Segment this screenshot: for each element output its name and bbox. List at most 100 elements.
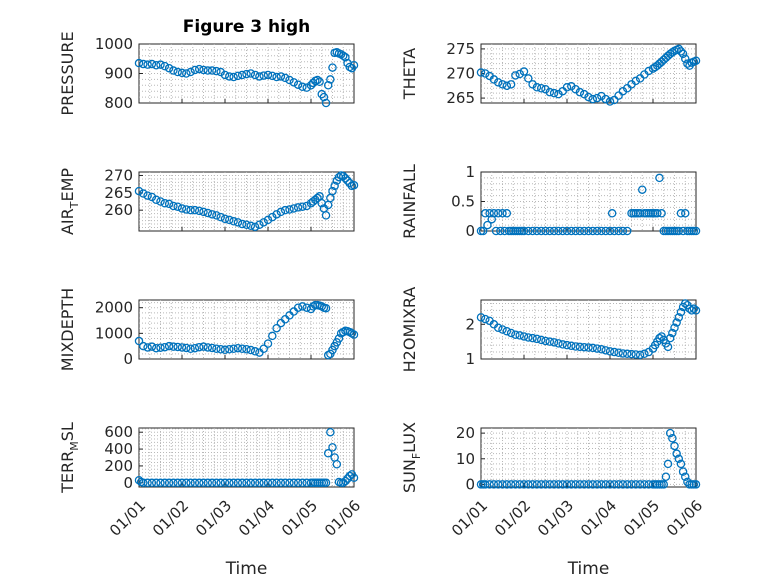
data-point — [169, 478, 178, 488]
axes-frame — [138, 427, 355, 488]
data-point — [515, 69, 524, 79]
data-point — [622, 226, 632, 236]
data-point — [519, 226, 529, 236]
data-point — [289, 204, 299, 213]
subplot-4: 0 0.5 1 RAINFALL — [400, 163, 701, 240]
data-point — [250, 347, 260, 356]
data-point — [558, 480, 567, 489]
data-point — [225, 345, 234, 354]
data-point — [489, 480, 499, 489]
data-point — [528, 226, 537, 236]
data-point — [627, 480, 636, 489]
data-point — [143, 191, 152, 200]
data-point — [315, 77, 324, 87]
data-point — [592, 93, 602, 103]
data-point — [605, 347, 615, 356]
data-point — [147, 192, 157, 202]
data-point — [588, 94, 598, 104]
data-point — [549, 480, 559, 489]
data-point — [498, 480, 507, 489]
data-point — [502, 81, 512, 91]
data-point — [478, 226, 488, 236]
data-point — [207, 210, 217, 219]
data-point — [203, 478, 213, 488]
y-tick-label: 2 — [465, 315, 475, 333]
data-point — [653, 209, 662, 218]
data-point — [519, 332, 529, 341]
data-point — [190, 205, 200, 215]
data-point — [545, 337, 555, 346]
data-point — [549, 338, 559, 347]
data-point — [584, 480, 593, 489]
data-point — [506, 480, 516, 489]
data-point — [225, 478, 234, 488]
data-point — [676, 307, 686, 317]
data-point — [618, 226, 628, 236]
data-point — [610, 95, 619, 105]
data-point — [338, 51, 348, 61]
data-point — [276, 72, 286, 81]
y-tick-label: 260 — [104, 201, 133, 219]
data-point — [502, 480, 512, 489]
subplot-2: 265 270 275 THETA — [400, 40, 701, 107]
data-point — [655, 333, 664, 343]
data-point — [665, 428, 675, 438]
data-point — [160, 61, 170, 71]
y-tick-label: 2000 — [95, 299, 133, 317]
data-point — [605, 226, 615, 236]
data-point — [263, 215, 273, 225]
data-point — [498, 209, 507, 218]
data-point — [549, 226, 559, 236]
data-point — [341, 173, 350, 183]
data-point — [571, 342, 580, 351]
data-point — [519, 480, 529, 489]
data-point — [216, 478, 225, 488]
data-point — [674, 44, 684, 54]
y-tick-label: 275 — [446, 40, 475, 58]
data-point — [280, 478, 290, 488]
data-point — [326, 427, 335, 437]
y-tick-label: 10 — [456, 450, 475, 468]
data-point — [345, 471, 354, 481]
data-point — [476, 313, 486, 322]
subplot-6: 1 2 H2OMIXRA — [400, 287, 701, 372]
y-tick-label: 0.5 — [451, 193, 475, 211]
data-point — [681, 299, 690, 308]
data-point — [143, 60, 152, 69]
data-point — [338, 171, 348, 181]
data-point — [655, 173, 664, 183]
data-point — [173, 478, 182, 488]
data-point — [678, 226, 688, 236]
data-point — [605, 480, 615, 489]
y-tick-label: 1 — [465, 350, 475, 368]
data-point — [156, 60, 165, 69]
data-point — [567, 226, 576, 236]
data-point — [233, 343, 243, 353]
data-point — [483, 220, 492, 230]
data-point — [588, 480, 598, 489]
axes-frame — [480, 427, 697, 488]
data-point — [691, 480, 701, 489]
data-point — [668, 434, 677, 443]
data-point — [160, 342, 170, 352]
data-point — [562, 83, 572, 92]
data-point — [592, 226, 602, 236]
data-point — [225, 72, 234, 81]
data-point — [207, 66, 217, 75]
data-point — [635, 480, 645, 489]
data-point — [177, 68, 187, 78]
data-point — [194, 64, 204, 74]
y-tick-label: 800 — [104, 94, 133, 112]
data-point — [268, 478, 277, 488]
data-point — [207, 478, 217, 488]
data-point — [524, 74, 533, 83]
y-tick-label: 270 — [446, 65, 475, 83]
data-point — [567, 480, 576, 489]
data-point — [584, 226, 593, 236]
data-point — [216, 212, 225, 222]
data-point — [481, 480, 490, 489]
y-axis-label: TERRMSL — [58, 422, 81, 494]
data-point — [289, 78, 299, 87]
data-point — [216, 345, 225, 354]
